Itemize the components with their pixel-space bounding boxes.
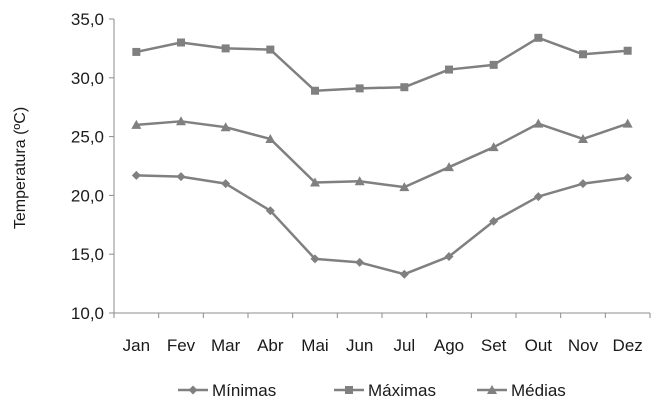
legend-marker (188, 385, 198, 395)
data-point (310, 254, 320, 264)
data-point (176, 172, 186, 182)
data-point (177, 38, 185, 47)
legend-label: Médias (511, 381, 566, 400)
data-point (623, 46, 632, 55)
data-point (265, 133, 276, 143)
legend-marker (345, 386, 353, 394)
series-diamond (131, 170, 633, 279)
data-point (221, 44, 230, 53)
x-tick-label: Jan (123, 336, 150, 355)
data-point (445, 65, 453, 74)
data-point (311, 86, 319, 95)
data-point (578, 133, 588, 143)
series-line (136, 120, 629, 189)
data-point (533, 192, 543, 202)
y-tick-labels: 10,0 15,0 20,0 25,0 30,0 35,0 (71, 10, 104, 323)
series-line (136, 174, 628, 276)
series-lines (131, 33, 633, 279)
y-axis-title: Temperatura (ºC) (12, 107, 29, 229)
y-tick-label: 25,0 (71, 128, 104, 147)
legend-label: Mínimas (212, 381, 276, 400)
x-tick-label: Nov (568, 336, 599, 355)
data-point (132, 47, 141, 56)
data-point (131, 170, 141, 180)
legend: Mínimas Máximas Médias (178, 381, 566, 400)
data-point (131, 119, 142, 129)
legend-item: Máximas (334, 381, 436, 400)
x-tick-label: Set (481, 336, 507, 355)
x-tick-labels: Jan Fev Mar Abr Mai Jun Jul Ago Set Out Nov Dez (123, 336, 643, 355)
x-tick-label: Mai (301, 336, 328, 355)
data-point (488, 142, 499, 152)
data-point (534, 33, 543, 42)
data-point (266, 45, 275, 54)
data-point (444, 252, 454, 262)
data-point (489, 216, 499, 226)
data-point (221, 179, 231, 189)
legend-marker (487, 385, 497, 394)
data-point (533, 118, 544, 128)
series-triangle (131, 116, 633, 192)
data-point (623, 173, 633, 183)
y-tick-label: 30,0 (71, 69, 104, 88)
data-point (622, 118, 633, 128)
y-tick-label: 20,0 (71, 186, 104, 205)
axes (109, 18, 651, 318)
legend-label: Máximas (368, 381, 436, 400)
data-point (176, 116, 186, 126)
data-point (400, 83, 409, 92)
series-square (132, 33, 632, 95)
data-point (310, 177, 320, 187)
y-tick-label: 15,0 (71, 245, 104, 264)
x-tick-label: Jun (346, 336, 373, 355)
data-point (220, 122, 231, 132)
data-point (578, 179, 588, 189)
legend-item: Médias (477, 381, 566, 400)
data-point (444, 162, 454, 172)
data-point (489, 60, 498, 69)
data-point (355, 257, 365, 267)
x-tick-label: Fev (167, 336, 196, 355)
data-point (354, 176, 365, 186)
x-tick-label: Jul (393, 336, 415, 355)
x-tick-label: Abr (257, 336, 284, 355)
data-point (355, 84, 364, 93)
series-line (136, 36, 628, 92)
x-tick-label: Dez (613, 336, 643, 355)
x-tick-label: Ago (434, 336, 464, 355)
data-point (579, 50, 587, 59)
data-point (399, 269, 409, 279)
x-tick-label: Out (525, 336, 553, 355)
x-tick-label: Mar (211, 336, 241, 355)
data-point (399, 182, 410, 192)
data-point (265, 206, 275, 216)
y-tick-label: 35,0 (71, 10, 104, 29)
y-tick-label: 10,0 (71, 304, 104, 323)
legend-item: Mínimas (178, 381, 276, 400)
